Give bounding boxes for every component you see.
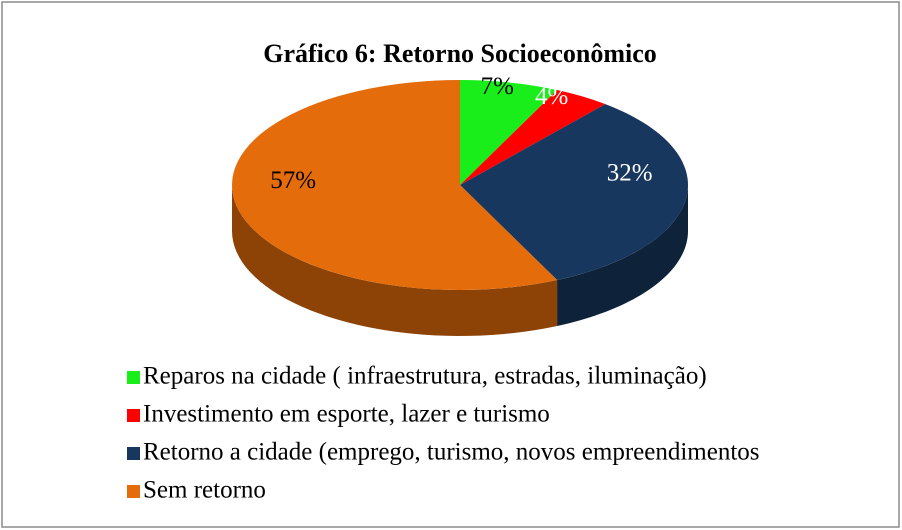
chart-title: Gráfico 6: Retorno Socioeconômico [263, 39, 657, 68]
slice [460, 89, 606, 185]
slice [460, 104, 689, 281]
legend-swatch [127, 485, 140, 498]
legend-label: Sem retorno [143, 477, 266, 504]
data-label: 4% [535, 83, 568, 110]
legend-label: Investimento em esporte, lazer e turismo [143, 401, 550, 428]
legend-swatch [127, 409, 140, 422]
data-label: 7% [481, 73, 514, 100]
legend-label: Retorno a cidade (emprego, turismo, novo… [143, 439, 760, 466]
slice [460, 80, 558, 185]
legend-label: Reparos na cidade ( infraestrutura, estr… [143, 363, 707, 390]
slice-side [232, 185, 558, 336]
legend-swatch [127, 371, 140, 384]
data-label: 57% [270, 167, 316, 194]
legend-swatch [127, 447, 140, 460]
slice-side [557, 185, 688, 327]
slice [231, 80, 558, 290]
data-label: 32% [607, 160, 653, 187]
